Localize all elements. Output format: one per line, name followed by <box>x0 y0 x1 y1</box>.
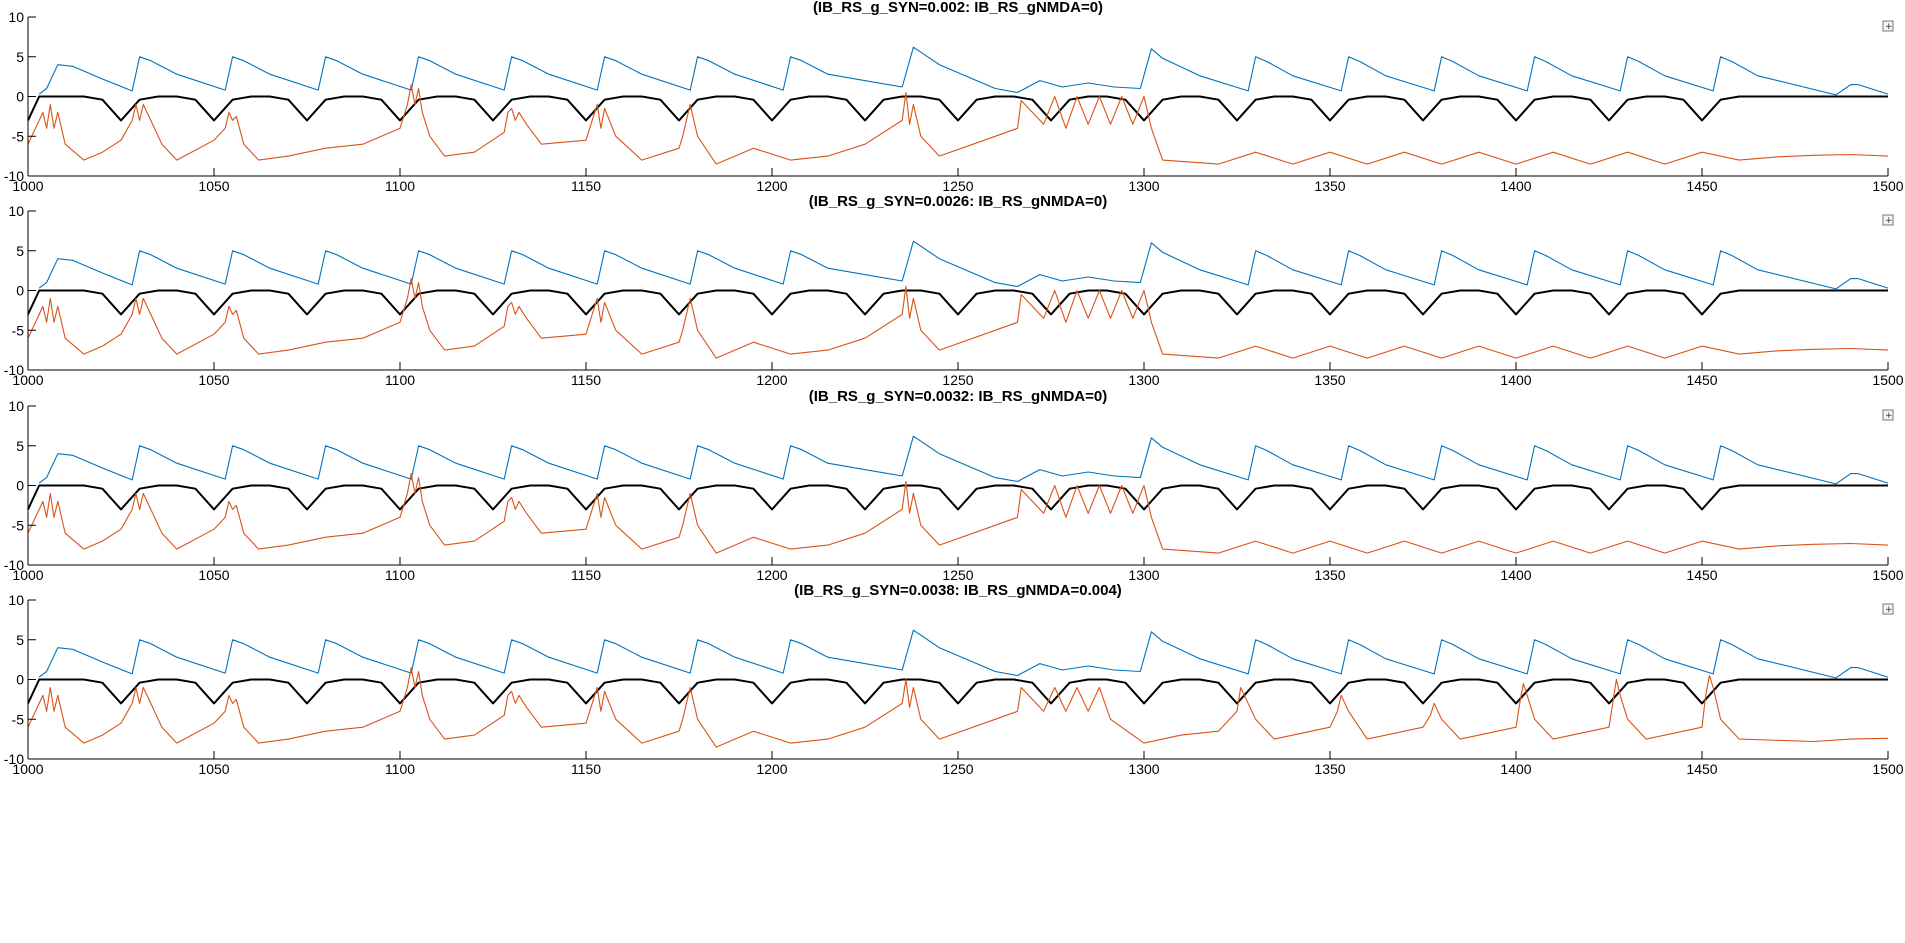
x-tick-label: 1150 <box>571 567 601 583</box>
x-tick-label: 1050 <box>198 567 229 583</box>
x-tick-label: 1000 <box>12 567 43 583</box>
x-tick-label: 1200 <box>756 178 787 194</box>
y-tick-label: -5 <box>12 711 25 727</box>
series-line <box>38 46 1889 96</box>
series-line <box>27 667 1889 748</box>
x-tick-label: 1500 <box>1872 372 1903 388</box>
svg-text:+: + <box>1885 22 1893 32</box>
x-tick-label: 1250 <box>942 761 973 777</box>
panel-title: (IB_RS_g_SYN=0.0032: IB_RS_gNMDA=0) <box>809 388 1107 405</box>
x-tick-label: 1250 <box>942 178 973 194</box>
panel-title: (IB_RS_g_SYN=0.002: IB_RS_gNMDA=0) <box>813 0 1103 16</box>
y-tick-label: 0 <box>16 672 24 688</box>
y-tick-label: -5 <box>12 322 25 338</box>
x-tick-label: 1300 <box>1128 372 1159 388</box>
x-tick-label: 1250 <box>942 567 973 583</box>
x-tick-label: 1400 <box>1500 178 1531 194</box>
series-line <box>27 289 1888 316</box>
y-tick-label: -10 <box>4 362 24 378</box>
y-tick-label: -5 <box>12 517 25 533</box>
series-line <box>27 484 1888 511</box>
x-tick-label: 1200 <box>756 761 787 777</box>
y-tick-label: 5 <box>16 243 24 259</box>
svg-text:+: + <box>1885 605 1893 615</box>
expand-icon[interactable]: + <box>1882 20 1894 32</box>
x-tick-label: 1050 <box>198 178 229 194</box>
series-line <box>38 629 1889 679</box>
x-tick-label: 1150 <box>571 761 601 777</box>
expand-icon[interactable]: + <box>1882 409 1894 421</box>
y-tick-label: 10 <box>8 203 24 219</box>
y-tick-label: 5 <box>16 49 24 65</box>
expand-icon[interactable]: + <box>1882 603 1894 615</box>
y-tick-label: 5 <box>16 632 24 648</box>
x-tick-label: 1450 <box>1686 178 1717 194</box>
y-tick-label: 10 <box>8 9 24 25</box>
series-line <box>27 95 1888 122</box>
x-tick-label: 1050 <box>198 761 229 777</box>
x-tick-label: 1050 <box>198 372 229 388</box>
series-line <box>38 435 1889 485</box>
y-tick-label: -10 <box>4 168 24 184</box>
panel-3: (IB_RS_g_SYN=0.0032: IB_RS_gNMDA=0) + -1… <box>4 388 1904 583</box>
x-tick-label: 1500 <box>1872 178 1903 194</box>
series-line <box>27 278 1889 359</box>
series-line <box>27 84 1889 165</box>
y-tick-label: 0 <box>16 89 24 105</box>
y-tick-label: -5 <box>12 128 25 144</box>
x-tick-label: 1350 <box>1314 372 1345 388</box>
x-tick-label: 1300 <box>1128 761 1159 777</box>
x-tick-label: 1150 <box>571 372 601 388</box>
svg-text:+: + <box>1885 411 1893 421</box>
x-tick-label: 1200 <box>756 567 787 583</box>
x-tick-label: 1450 <box>1686 567 1717 583</box>
y-tick-label: 0 <box>16 478 24 494</box>
x-tick-label: 1000 <box>12 761 43 777</box>
series-line <box>38 240 1889 290</box>
x-tick-label: 1400 <box>1500 761 1531 777</box>
expand-icon[interactable]: + <box>1882 214 1894 226</box>
x-tick-label: 1400 <box>1500 372 1531 388</box>
x-tick-label: 1500 <box>1872 761 1903 777</box>
panel-1: (IB_RS_g_SYN=0.002: IB_RS_gNMDA=0) + -10… <box>4 0 1904 194</box>
y-tick-label: 0 <box>16 283 24 299</box>
panel-title: (IB_RS_g_SYN=0.0038: IB_RS_gNMDA=0.004) <box>794 582 1122 599</box>
x-tick-label: 1350 <box>1314 761 1345 777</box>
y-tick-label: 5 <box>16 438 24 454</box>
x-tick-label: 1450 <box>1686 761 1717 777</box>
series-line <box>27 678 1888 705</box>
y-tick-label: 10 <box>8 398 24 414</box>
x-tick-label: 1000 <box>12 372 43 388</box>
x-tick-label: 1100 <box>385 178 415 194</box>
x-tick-label: 1500 <box>1872 567 1903 583</box>
x-tick-label: 1350 <box>1314 567 1345 583</box>
panel-4: (IB_RS_g_SYN=0.0038: IB_RS_gNMDA=0.004) … <box>4 582 1904 777</box>
x-tick-label: 1350 <box>1314 178 1345 194</box>
x-tick-label: 1300 <box>1128 178 1159 194</box>
y-tick-label: 10 <box>8 592 24 608</box>
panel-title: (IB_RS_g_SYN=0.0026: IB_RS_gNMDA=0) <box>809 193 1107 210</box>
x-tick-label: 1400 <box>1500 567 1531 583</box>
x-tick-label: 1000 <box>12 178 43 194</box>
x-tick-label: 1250 <box>942 372 973 388</box>
svg-text:+: + <box>1885 216 1893 226</box>
x-tick-label: 1150 <box>571 178 601 194</box>
x-tick-label: 1200 <box>756 372 787 388</box>
x-tick-label: 1450 <box>1686 372 1717 388</box>
x-tick-label: 1300 <box>1128 567 1159 583</box>
panel-2: (IB_RS_g_SYN=0.0026: IB_RS_gNMDA=0) + -1… <box>4 193 1904 388</box>
y-tick-label: -10 <box>4 557 24 573</box>
x-tick-label: 1100 <box>385 761 415 777</box>
series-line <box>27 473 1889 554</box>
y-tick-label: -10 <box>4 751 24 767</box>
x-tick-label: 1100 <box>385 372 415 388</box>
x-tick-label: 1100 <box>385 567 415 583</box>
